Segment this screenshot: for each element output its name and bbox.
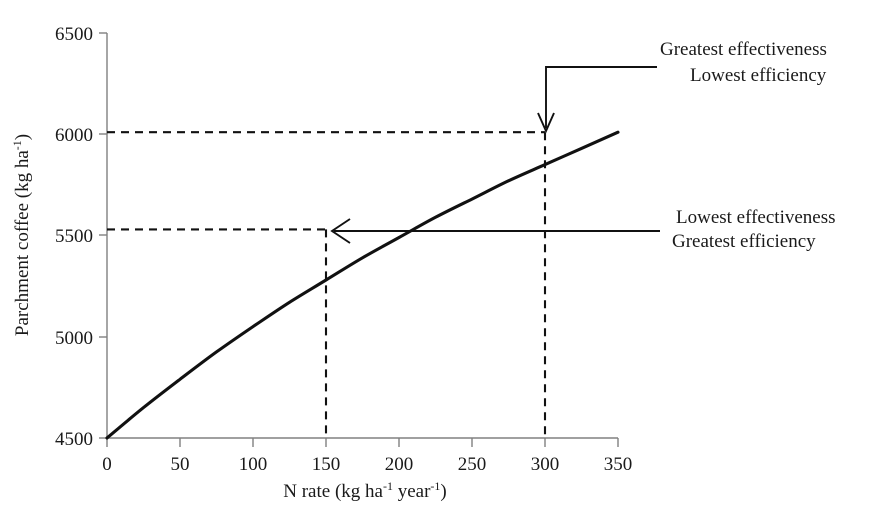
lowest-effectiveness-arrowhead-icon <box>330 218 351 244</box>
x-axis-tick-labels: 0 50 100 150 200 250 300 350 <box>102 454 632 475</box>
greatest-effectiveness-arrowhead-icon <box>537 112 555 134</box>
greatest-effectiveness-leader-line <box>545 66 657 128</box>
y-axis-title-part-0: Parchment coffee (kg ha <box>12 150 33 336</box>
x-tick-label-0: 0 <box>102 454 112 475</box>
greatest-effectiveness-line-1: Greatest effectiveness <box>660 39 827 60</box>
lowest-effectiveness-line-1: Lowest effectiveness <box>676 207 836 228</box>
x-tick-label-200: 200 <box>385 454 414 475</box>
y-axis-title-part-1: -1 <box>10 140 24 150</box>
response-curve <box>105 130 620 440</box>
y-tick-label-5500: 5500 <box>55 226 93 247</box>
x-tick-label-100: 100 <box>239 454 268 475</box>
greatest-effectiveness-annotation: Greatest effectiveness Lowest efficiency <box>537 39 827 134</box>
y-tick-label-4500: 4500 <box>55 429 93 450</box>
lowest-effectiveness-annotation: Lowest effectiveness Greatest efficiency <box>330 207 836 252</box>
x-tick-label-350: 350 <box>604 454 633 475</box>
x-axis-title-part-4: ) <box>440 481 446 502</box>
y-tick-label-6000: 6000 <box>55 125 93 146</box>
x-tick-label-250: 250 <box>458 454 487 475</box>
x-tick-label-150: 150 <box>312 454 341 475</box>
y-axis-title-part-2: ) <box>12 134 33 140</box>
y-axis-ticks <box>99 32 107 439</box>
x-axis-title-part-2: year <box>393 481 431 502</box>
x-tick-label-50: 50 <box>171 454 190 475</box>
y-axis-title: Parchment coffee (kg ha-1) <box>10 134 33 336</box>
x-axis-title-part-0: N rate (kg ha <box>283 481 383 502</box>
guide-lines-group <box>107 131 547 438</box>
x-axis-title-part-3: -1 <box>430 479 440 493</box>
lowest-effectiveness-line-2: Greatest efficiency <box>672 231 816 252</box>
y-tick-label-5000: 5000 <box>55 328 93 349</box>
y-tick-label-6500: 6500 <box>55 24 93 45</box>
x-axis-title-part-1: -1 <box>383 479 393 493</box>
x-axis-title: N rate (kg ha-1 year-1) <box>283 479 447 502</box>
y-axis-tick-labels: 6500 6000 5500 5000 4500 <box>55 24 93 450</box>
x-axis-ticks <box>106 438 619 447</box>
greatest-effectiveness-line-2: Lowest efficiency <box>690 65 827 86</box>
x-tick-label-300: 300 <box>531 454 560 475</box>
